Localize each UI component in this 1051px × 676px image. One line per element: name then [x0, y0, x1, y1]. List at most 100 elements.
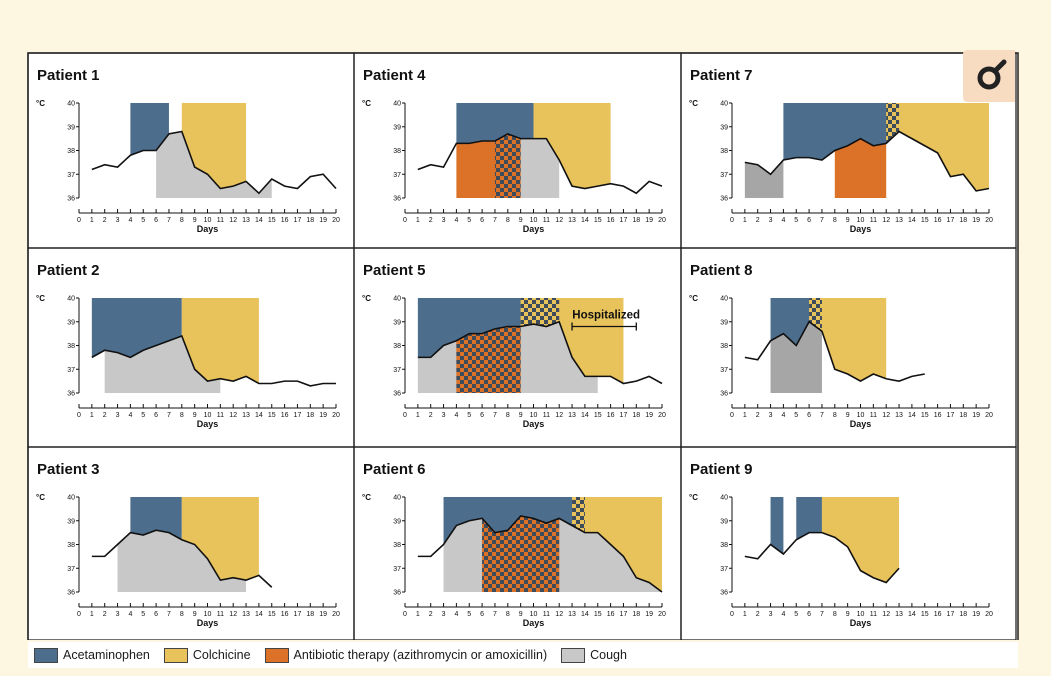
x-tick-label: 11: [870, 611, 877, 618]
x-tick-label: 3: [116, 217, 120, 224]
x-tick-label: 7: [493, 412, 497, 419]
x-tick-label: 12: [229, 412, 237, 419]
y-tick-label: 37: [67, 566, 75, 573]
legend-label: Colchicine: [192, 648, 251, 662]
x-tick-label: 17: [294, 217, 302, 224]
x-tick-label: 4: [454, 412, 458, 419]
x-tick-label: 11: [217, 217, 224, 224]
x-tick-label: 9: [846, 217, 850, 224]
x-tick-label: 0: [730, 412, 734, 419]
x-tick-label: 14: [908, 412, 916, 419]
y-tick-label: 36: [720, 590, 728, 597]
x-tick-label: 16: [934, 611, 942, 618]
x-tick-label: 20: [658, 412, 666, 419]
panel-title: Patient 3: [37, 461, 100, 478]
x-tick-label: 16: [607, 217, 615, 224]
x-tick-label: 16: [281, 217, 289, 224]
x-tick-label: 7: [167, 412, 171, 419]
temperature-line: [417, 320, 663, 385]
magnifier-icon: [977, 59, 1007, 90]
x-tick-label: 8: [833, 412, 837, 419]
legend-swatch: [561, 647, 586, 663]
x-tick-label: 3: [116, 412, 120, 419]
y-tick-label: 40: [393, 495, 401, 502]
x-tick-label: 17: [947, 611, 955, 618]
x-tick-label: 8: [180, 412, 184, 419]
x-tick-label: 13: [895, 217, 903, 224]
y-tick-label: 37: [67, 172, 75, 179]
legend-item-cough: Cough: [561, 647, 627, 663]
x-tick-label: 5: [794, 217, 798, 224]
x-tick-label: 6: [480, 412, 484, 419]
x-tick-label: 10: [530, 412, 538, 419]
x-tick-label: 11: [217, 611, 224, 618]
y-tick-label: 37: [720, 172, 728, 179]
x-tick-label: 8: [833, 217, 837, 224]
temperature-line: [417, 515, 663, 593]
x-tick-label: 4: [128, 611, 132, 618]
x-tick-label: 10: [530, 217, 538, 224]
zoom-button[interactable]: [963, 50, 1015, 102]
x-tick-label: 15: [268, 412, 276, 419]
x-tick-label: 8: [506, 412, 510, 419]
x-tick-label: 16: [281, 611, 289, 618]
x-tick-label: 18: [959, 217, 967, 224]
panel-title: Patient 5: [363, 262, 426, 279]
x-axis-label: Days: [523, 618, 545, 628]
x-tick-label: 19: [972, 611, 980, 618]
x-tick-label: 3: [769, 217, 773, 224]
x-tick-label: 16: [281, 412, 289, 419]
y-axis-label: °C: [362, 99, 371, 108]
x-tick-label: 16: [607, 412, 615, 419]
antibiotic-cough-overlap: [482, 516, 560, 592]
y-tick-label: 38: [67, 542, 75, 549]
x-tick-label: 5: [467, 217, 471, 224]
panel-title: Patient 9: [690, 461, 753, 478]
x-tick-label: 11: [543, 412, 550, 419]
acetaminophen-region: [443, 497, 585, 545]
x-tick-label: 11: [543, 217, 550, 224]
x-tick-label: 10: [204, 412, 212, 419]
panel-title: Patient 2: [37, 262, 100, 279]
x-tick-label: 4: [781, 611, 785, 618]
x-tick-label: 17: [620, 412, 628, 419]
y-tick-label: 39: [67, 124, 75, 131]
cough-region: [156, 131, 272, 198]
y-tick-label: 38: [720, 542, 728, 549]
temperature-line: [744, 320, 925, 383]
y-tick-label: 40: [720, 101, 728, 108]
cough-region: [744, 160, 784, 198]
x-tick-label: 13: [242, 611, 250, 618]
x-tick-label: 1: [743, 217, 747, 224]
y-tick-label: 39: [393, 319, 401, 326]
x-tick-label: 13: [568, 412, 576, 419]
x-tick-label: 19: [319, 412, 327, 419]
y-tick-label: 39: [393, 124, 401, 131]
x-tick-label: 0: [403, 611, 407, 618]
x-tick-label: 1: [90, 611, 94, 618]
x-tick-label: 8: [833, 611, 837, 618]
x-tick-label: 1: [90, 217, 94, 224]
acetaminophen-colchicine-overlap: [572, 497, 585, 533]
legend-label: Antibiotic therapy (azithromycin or amox…: [293, 648, 548, 662]
x-tick-label: 15: [594, 611, 602, 618]
legend-item-antibiotic: Antibiotic therapy (azithromycin or amox…: [264, 647, 548, 663]
y-tick-label: 40: [67, 101, 75, 108]
y-tick-label: 40: [720, 296, 728, 303]
x-tick-label: 0: [77, 611, 81, 618]
x-tick-label: 8: [506, 217, 510, 224]
x-axis-label: Days: [523, 224, 545, 234]
x-tick-label: 2: [756, 217, 760, 224]
cough-region: [104, 336, 221, 393]
y-tick-label: 36: [393, 590, 401, 597]
x-tick-label: 17: [620, 217, 628, 224]
x-tick-label: 12: [555, 217, 563, 224]
y-tick-label: 39: [67, 319, 75, 326]
y-axis-label: °C: [689, 493, 698, 502]
y-tick-label: 39: [720, 124, 728, 131]
x-tick-label: 18: [959, 412, 967, 419]
x-tick-label: 14: [255, 611, 263, 618]
